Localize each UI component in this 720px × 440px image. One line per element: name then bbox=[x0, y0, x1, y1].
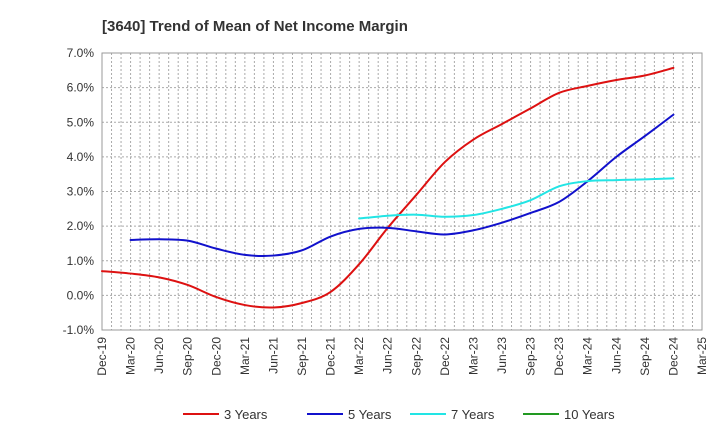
plot-area-frame bbox=[101, 52, 703, 331]
series-line-3-years bbox=[101, 66, 675, 309]
x-tick-label: Jun-21 bbox=[266, 337, 280, 374]
x-tick-label: Jun-22 bbox=[381, 337, 395, 374]
legend-label-7-years: 7 Years bbox=[451, 407, 495, 422]
y-tick-label: 3.0% bbox=[67, 185, 95, 199]
x-tick-label: Jun-24 bbox=[609, 337, 623, 374]
x-tick-label: Dec-21 bbox=[324, 337, 338, 376]
x-tick-label: Mar-23 bbox=[466, 337, 480, 375]
y-tick-label: 4.0% bbox=[67, 150, 95, 164]
x-tick-label: Sep-21 bbox=[295, 337, 309, 376]
legend-label-5-years: 5 Years bbox=[348, 407, 392, 422]
x-tick-label: Dec-20 bbox=[209, 337, 223, 376]
x-tick-label: Dec-24 bbox=[666, 337, 680, 376]
legend-label-3-years: 3 Years bbox=[224, 407, 268, 422]
x-tick-label: Mar-25 bbox=[695, 337, 709, 375]
series-line-5-years bbox=[129, 113, 675, 257]
series-line-7-years bbox=[358, 177, 675, 220]
x-tick-label: Dec-22 bbox=[438, 337, 452, 376]
x-tick-label: Dec-23 bbox=[552, 337, 566, 376]
series-lines bbox=[101, 66, 675, 309]
x-axis-tick-labels: Dec-19 Mar-20 Jun-20 Sep-20 Dec-20 Mar-21 Jun-… bbox=[95, 337, 709, 376]
x-tick-label: Sep-22 bbox=[409, 337, 423, 376]
x-tick-label: Sep-20 bbox=[181, 337, 195, 376]
x-tick-label: Mar-22 bbox=[352, 337, 366, 375]
x-tick-label: Mar-24 bbox=[581, 337, 595, 375]
x-tick-label: Sep-23 bbox=[524, 337, 538, 376]
y-tick-label: 0.0% bbox=[67, 288, 95, 302]
y-tick-label: 7.0% bbox=[67, 46, 95, 60]
y-tick-label: 5.0% bbox=[67, 115, 95, 129]
legend-label-10-years: 10 Years bbox=[564, 407, 615, 422]
chart-title: [3640] Trend of Mean of Net Income Margi… bbox=[102, 18, 408, 35]
y-tick-label: -1.0% bbox=[63, 323, 95, 337]
x-tick-label: Jun-20 bbox=[152, 337, 166, 374]
x-tick-label: Jun-23 bbox=[495, 337, 509, 374]
x-tick-label: Mar-20 bbox=[124, 337, 138, 375]
y-tick-label: 2.0% bbox=[67, 219, 95, 233]
grid bbox=[101, 52, 703, 331]
x-tick-label: Dec-19 bbox=[95, 337, 109, 376]
y-axis-tick-labels: -1.0% 0.0% 1.0% 2.0% 3.0% 4.0% 5.0% 6.0% 7.0% bbox=[63, 46, 95, 337]
x-tick-label: Mar-21 bbox=[238, 337, 252, 375]
x-tick-label: Sep-24 bbox=[638, 337, 652, 376]
y-tick-label: 6.0% bbox=[67, 81, 95, 95]
y-tick-label: 1.0% bbox=[67, 254, 95, 268]
legend: 3 Years 5 Years 7 Years 10 Years bbox=[183, 407, 615, 422]
